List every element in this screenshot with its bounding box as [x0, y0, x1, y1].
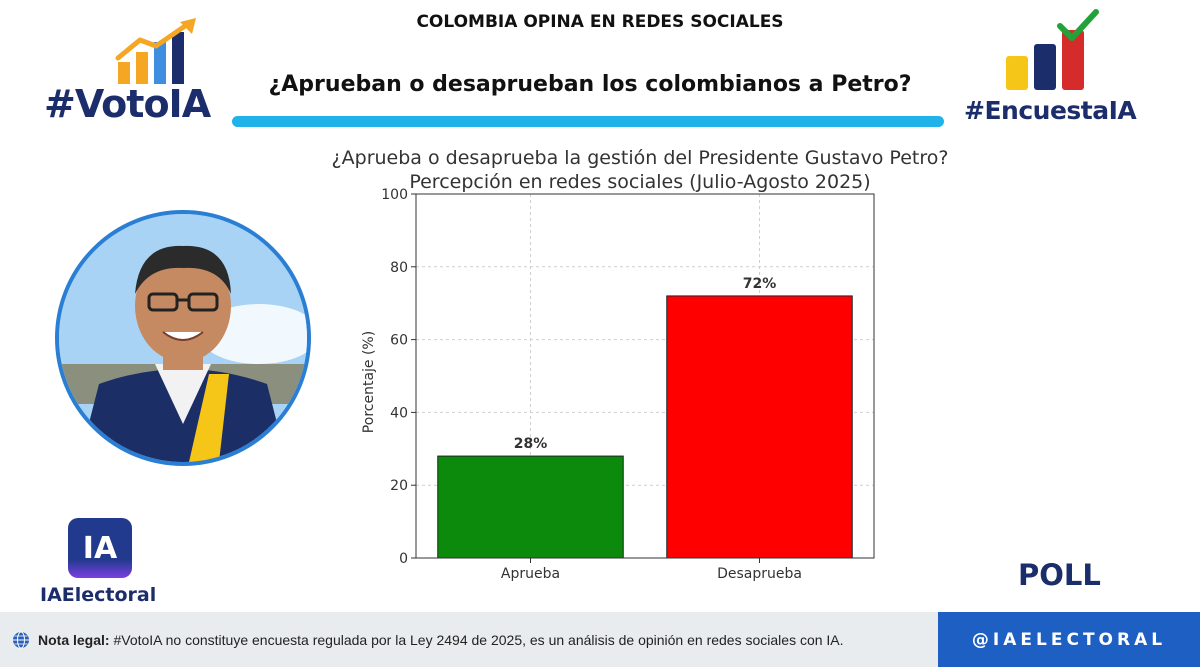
bar-desaprueba [666, 295, 853, 559]
y-tick-label: 0 [399, 551, 408, 567]
chart-axes [415, 193, 875, 559]
value-label: 28% [514, 436, 548, 452]
footer: Nota legal: #VotoIA no constituye encues… [0, 612, 1200, 667]
headline-underline [232, 116, 944, 127]
iaelectoral-logo-text: IAElectoral [40, 584, 157, 606]
chart-y-ticks: 0 20 40 60 80 100 [381, 187, 416, 567]
y-tick-label: 80 [390, 260, 408, 276]
y-tick-label: 40 [390, 405, 408, 421]
encuestaia-logo-text: #EncuestaIA [964, 96, 1137, 125]
approval-bar-chart: 0 20 40 60 80 100 Aprueba Desaprueba 28% 72% Po… [361, 187, 875, 582]
poll-label: POLL [1018, 558, 1101, 592]
y-tick-label: 60 [390, 333, 408, 349]
iaelectoral-logo: IA IAElectoral [40, 516, 170, 608]
y-tick-label: 100 [381, 187, 408, 203]
chart-bars [437, 295, 853, 559]
ballot-bars-icon [1006, 9, 1099, 90]
rising-bars-icon [115, 18, 196, 84]
y-tick-label: 20 [390, 478, 408, 494]
globe-icon [13, 631, 29, 649]
encuestaia-logo: #EncuestaIA [960, 8, 1140, 128]
chart-title: ¿Aprueba o desaprueba la gestión del Pre… [331, 147, 949, 169]
votoia-logo-text: #VotoIA [44, 82, 211, 126]
plot-frame [415, 193, 875, 559]
bar-aprueba [437, 455, 624, 559]
legal-note: Nota legal: #VotoIA no constituye encues… [38, 632, 844, 648]
legal-note-text: #VotoIA no constituye encuesta regulada … [109, 632, 844, 648]
top-title: COLOMBIA OPINA EN REDES SOCIALES [416, 12, 784, 32]
headline: ¿Aprueban o desaprueban los colombianos … [268, 72, 912, 97]
y-axis-label: Porcentaje (%) [361, 331, 377, 433]
ia-badge: IA [68, 518, 132, 578]
legal-note-label: Nota legal: [38, 632, 110, 648]
x-tick-label: Aprueba [501, 566, 560, 582]
president-portrait [55, 210, 311, 466]
chart-value-labels: 28% 72% [514, 276, 777, 452]
value-label: 72% [743, 276, 777, 292]
x-tick-label: Desaprueba [717, 566, 802, 582]
votoia-logo: #VotoIA [44, 18, 214, 128]
chart-title-block: ¿Aprueba o desaprueba la gestión del Pre… [280, 146, 1000, 194]
chart-subtitle: Percepción en redes sociales (Julio-Agos… [409, 171, 871, 193]
chart-x-labels: Aprueba Desaprueba [501, 558, 802, 582]
social-handle[interactable]: @IAELECTORAL [938, 612, 1200, 667]
portrait-illustration [59, 214, 307, 462]
